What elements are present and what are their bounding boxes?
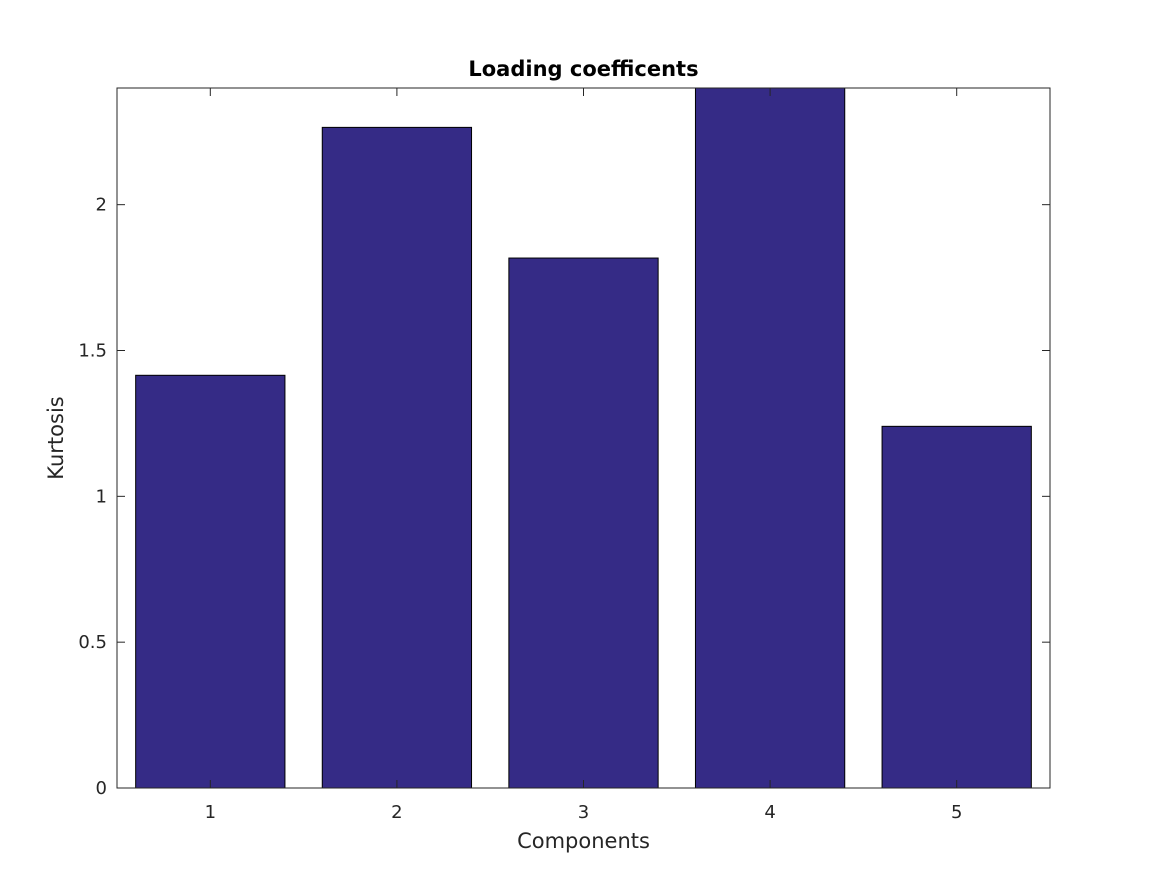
x-tick-label: 4 — [764, 802, 775, 823]
bar-component-3 — [508, 257, 659, 789]
bar-component-5 — [881, 425, 1032, 789]
bar-component-1 — [135, 374, 286, 789]
x-tick-label: 2 — [391, 802, 402, 823]
x-tick-label: 1 — [205, 802, 216, 823]
bar-component-4 — [694, 87, 846, 789]
bar-component-2 — [321, 126, 473, 789]
y-tick-label: 0 — [96, 778, 107, 799]
y-tick-label: 0.5 — [78, 632, 107, 653]
x-axis-label: Components — [517, 829, 650, 853]
ticks-layer — [117, 88, 1050, 789]
tick-labels-layer: 1 2 3 4 5 0 0.5 1 1.5 2 — [78, 195, 962, 823]
y-tick-label: 1.5 — [78, 341, 107, 362]
x-tick-label: 5 — [951, 802, 962, 823]
y-axis-label: Kurtosis — [44, 396, 68, 479]
chart-title: Loading coefficents — [468, 57, 698, 81]
y-tick-label: 2 — [96, 195, 107, 216]
y-tick-label: 1 — [96, 486, 107, 507]
x-tick-label: 3 — [578, 802, 589, 823]
